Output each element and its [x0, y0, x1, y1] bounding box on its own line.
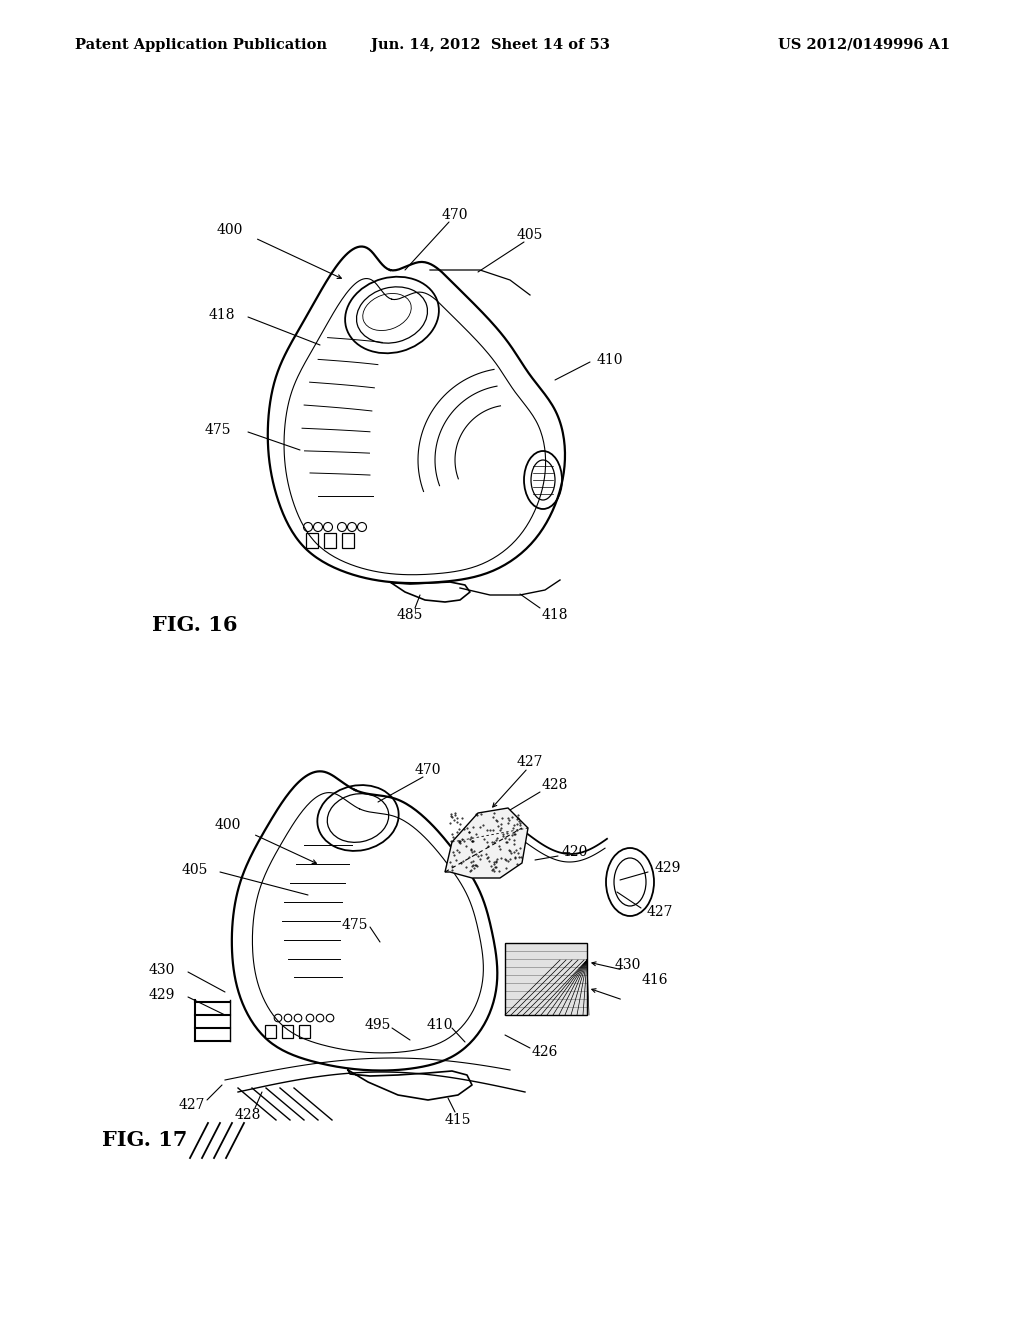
Text: 400: 400 — [217, 223, 243, 238]
Text: 485: 485 — [397, 609, 423, 622]
Polygon shape — [445, 808, 528, 878]
Bar — [306, 533, 318, 548]
Text: 429: 429 — [148, 987, 175, 1002]
Text: 400: 400 — [215, 818, 242, 832]
Text: 427: 427 — [647, 906, 673, 919]
Text: 475: 475 — [342, 917, 369, 932]
Text: 410: 410 — [597, 352, 624, 367]
Text: 430: 430 — [148, 964, 175, 977]
Text: 420: 420 — [562, 845, 588, 859]
Text: 428: 428 — [234, 1107, 261, 1122]
Text: 427: 427 — [179, 1098, 205, 1111]
Bar — [342, 533, 354, 548]
Bar — [265, 1026, 276, 1038]
Text: FIG. 16: FIG. 16 — [153, 615, 238, 635]
Text: 405: 405 — [182, 863, 208, 876]
Text: 416: 416 — [642, 973, 669, 987]
Bar — [299, 1026, 310, 1038]
Text: 427: 427 — [517, 755, 544, 770]
Text: 429: 429 — [654, 861, 681, 875]
Text: 470: 470 — [441, 209, 468, 222]
Bar — [324, 533, 336, 548]
Text: 410: 410 — [427, 1018, 454, 1032]
Text: US 2012/0149996 A1: US 2012/0149996 A1 — [778, 38, 950, 51]
Text: 475: 475 — [205, 422, 231, 437]
Text: 428: 428 — [542, 777, 568, 792]
Text: Patent Application Publication: Patent Application Publication — [75, 38, 327, 51]
Text: 426: 426 — [531, 1045, 558, 1059]
Text: 418: 418 — [209, 308, 236, 322]
Text: 418: 418 — [542, 609, 568, 622]
Bar — [282, 1026, 293, 1038]
Text: 470: 470 — [415, 763, 441, 777]
Text: 495: 495 — [365, 1018, 391, 1032]
Text: FIG. 17: FIG. 17 — [102, 1130, 187, 1150]
Text: 430: 430 — [614, 958, 641, 972]
Text: Jun. 14, 2012  Sheet 14 of 53: Jun. 14, 2012 Sheet 14 of 53 — [371, 38, 609, 51]
Text: 405: 405 — [517, 228, 543, 242]
Text: 415: 415 — [444, 1113, 471, 1127]
Bar — [505, 942, 587, 1015]
